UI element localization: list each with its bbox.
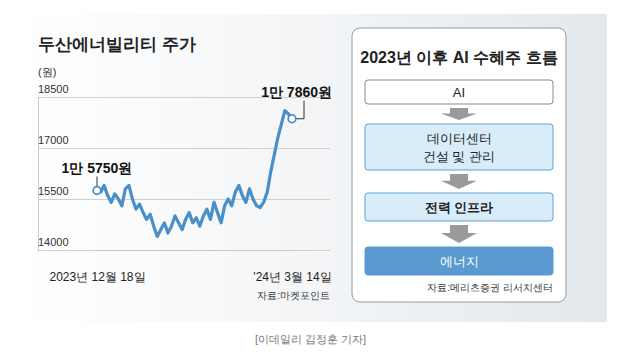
annotations: 1만 5750원 1만 7860원 <box>62 84 332 195</box>
y-axis-line <box>38 98 39 251</box>
annotation-marker <box>288 115 296 123</box>
x-tick: 2023년 12월 18일 <box>49 250 145 284</box>
flow-box <box>365 124 553 170</box>
diagram: 2023년 이후 AI 수혜주 흐름 AI 데이터센터건설 및 관리전력 인프라에너… <box>352 28 566 302</box>
y-tick-label: 14000 <box>38 236 69 248</box>
background <box>14 14 607 322</box>
x-tick-label: 2023년 12월 18일 <box>49 270 145 284</box>
diagram-title: 2023년 이후 AI 수혜주 흐름 <box>360 49 557 66</box>
flow-arrow <box>441 225 477 243</box>
grid-line <box>38 199 330 200</box>
canvas: 두산에너빌리티 주가 (원) 14000 15500 17000 18500 2023년 1… <box>0 0 621 357</box>
flow-box <box>365 193 553 221</box>
annotation-label: 1만 7860원 <box>261 84 332 100</box>
y-tick: 15500 <box>38 185 330 200</box>
flow-arrow <box>441 174 477 189</box>
annotation-label: 1만 5750원 <box>62 160 133 176</box>
y-unit: (원) <box>38 66 56 78</box>
grid-line <box>38 250 330 251</box>
x-axis: 2023년 12월 18일 '24년 3월 14일 <box>49 250 331 284</box>
chart-root: 두산에너빌리티 주가 (원) 14000 15500 17000 18500 2023년 1… <box>0 0 621 357</box>
x-tick-label: '24년 3월 14일 <box>253 270 331 284</box>
x-axis-line <box>98 250 293 251</box>
y-tick-label: 18500 <box>38 83 69 95</box>
y-tick: 14000 <box>38 236 330 251</box>
annotation-marker <box>93 187 101 195</box>
grid-line <box>38 148 330 149</box>
flow-label: 전력 인프라 <box>425 200 494 215</box>
y-tick-label: 17000 <box>38 134 69 146</box>
caption: [이데일리 김정훈 기자] <box>255 333 366 345</box>
chart-title: 두산에너빌리티 주가 <box>38 35 196 54</box>
diagram-source: 자료:메리츠증권 리서치센터 <box>427 282 553 293</box>
y-axis: 14000 15500 17000 18500 <box>38 83 330 251</box>
flow-arrow <box>441 108 477 120</box>
x-tick: '24년 3월 14일 <box>253 250 331 284</box>
flow-sublabel: 건설 및 관리 <box>423 149 495 164</box>
y-tick: 17000 <box>38 134 330 149</box>
flow-label: 에너지 <box>440 254 479 269</box>
chart-source: 자료:마켓포인트 <box>257 290 330 301</box>
flow-box <box>365 247 553 275</box>
diagram-frame <box>352 28 566 302</box>
y-tick-label: 15500 <box>38 185 69 197</box>
flow-label: 데이터센터 <box>427 131 492 146</box>
flow-box <box>365 80 553 104</box>
flow-label: AI <box>453 85 465 100</box>
